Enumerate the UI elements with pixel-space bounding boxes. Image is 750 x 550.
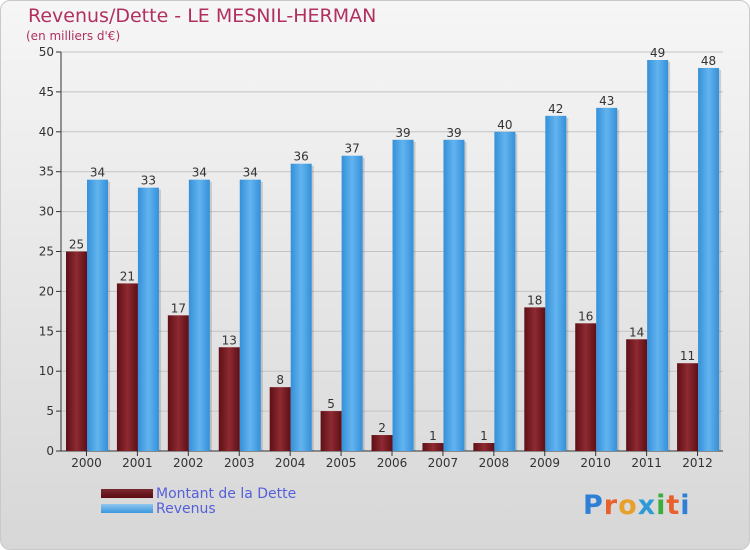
y-tick-label: 25 bbox=[39, 245, 54, 259]
data-label-dette: 2 bbox=[378, 421, 386, 435]
data-label-dette: 21 bbox=[120, 269, 135, 283]
x-tick-label: 2011 bbox=[631, 456, 662, 470]
data-label-revenus: 39 bbox=[395, 126, 410, 140]
x-tick-label: 2003 bbox=[224, 456, 255, 470]
bar-revenus bbox=[188, 179, 210, 451]
data-label-revenus: 40 bbox=[497, 118, 512, 132]
x-tick-label: 2009 bbox=[529, 456, 560, 470]
x-tick-label: 2008 bbox=[479, 456, 510, 470]
proxiti-logo: Proxiti bbox=[583, 490, 691, 521]
bar-revenus bbox=[87, 179, 108, 451]
bar-revenus bbox=[341, 155, 363, 452]
data-label-dette: 5 bbox=[327, 397, 335, 411]
logo-letter: i bbox=[656, 490, 667, 521]
bar-dette bbox=[524, 307, 546, 451]
bar-dette bbox=[269, 387, 291, 451]
chart-subtitle: (en milliers d'€) bbox=[26, 29, 121, 43]
y-tick-label: 30 bbox=[39, 205, 54, 219]
data-label-revenus: 34 bbox=[243, 166, 258, 180]
legend-swatch-dette bbox=[101, 489, 153, 498]
data-label-revenus: 48 bbox=[701, 54, 716, 68]
legend-label-revenus: Revenus bbox=[156, 501, 216, 517]
y-tick-label: 50 bbox=[39, 45, 54, 59]
logo-letter: P bbox=[583, 490, 604, 521]
legend-label-dette: Montant de la Dette bbox=[156, 486, 297, 502]
y-tick-label: 20 bbox=[39, 284, 54, 298]
bar-dette bbox=[575, 323, 597, 451]
y-tick-label: 15 bbox=[39, 324, 54, 338]
chart-title: Revenus/Dette - LE MESNIL-HERMAN bbox=[28, 5, 377, 27]
data-label-revenus: 49 bbox=[650, 46, 665, 60]
data-label-dette: 13 bbox=[222, 333, 237, 347]
bar-dette bbox=[167, 315, 189, 451]
y-tick-label: 0 bbox=[46, 444, 54, 458]
bar-dette bbox=[422, 443, 444, 451]
data-label-revenus: 33 bbox=[141, 174, 156, 188]
data-label-dette: 17 bbox=[171, 301, 186, 315]
bar-revenus bbox=[545, 115, 567, 451]
data-label-dette: 25 bbox=[69, 238, 84, 252]
x-tick-label: 2001 bbox=[122, 456, 153, 470]
logo-letter: t bbox=[666, 490, 681, 521]
legend-swatch-revenus bbox=[101, 504, 153, 513]
data-label-dette: 18 bbox=[527, 293, 542, 307]
y-tick-label: 40 bbox=[39, 125, 54, 139]
data-label-dette: 16 bbox=[578, 309, 593, 323]
bar-revenus bbox=[698, 67, 720, 452]
bar-revenus bbox=[392, 139, 414, 451]
data-label-revenus: 37 bbox=[344, 142, 359, 156]
data-label-revenus: 36 bbox=[294, 150, 309, 164]
bar-revenus bbox=[494, 131, 516, 452]
bar-dette bbox=[371, 435, 393, 451]
bar-dette bbox=[66, 251, 87, 451]
data-label-revenus: 42 bbox=[548, 102, 563, 116]
bar-dette bbox=[218, 347, 240, 451]
data-label-revenus: 34 bbox=[192, 166, 207, 180]
bar-revenus bbox=[443, 139, 465, 451]
x-tick-label: 2006 bbox=[377, 456, 408, 470]
x-tick-label: 2007 bbox=[428, 456, 459, 470]
x-tick-label: 2012 bbox=[682, 456, 713, 470]
x-tick-label: 2000 bbox=[71, 456, 102, 470]
bar-revenus bbox=[137, 187, 159, 451]
data-label-dette: 1 bbox=[480, 429, 488, 443]
data-label-dette: 1 bbox=[429, 429, 437, 443]
data-label-dette: 8 bbox=[276, 373, 284, 387]
y-tick-label: 45 bbox=[39, 85, 54, 99]
bar-revenus bbox=[290, 163, 312, 451]
bar-dette bbox=[116, 283, 138, 451]
y-tick-label: 10 bbox=[39, 364, 54, 378]
x-tick-label: 2005 bbox=[326, 456, 357, 470]
logo-letter: o bbox=[618, 490, 638, 521]
y-tick-label: 5 bbox=[46, 404, 54, 418]
x-tick-label: 2004 bbox=[275, 456, 306, 470]
data-label-dette: 11 bbox=[680, 349, 695, 363]
bar-dette bbox=[320, 411, 342, 451]
bar-dette bbox=[626, 339, 648, 451]
logo-letter: i bbox=[680, 490, 691, 521]
y-tick-label: 35 bbox=[39, 165, 54, 179]
data-label-revenus: 34 bbox=[90, 166, 105, 180]
x-tick-label: 2010 bbox=[580, 456, 611, 470]
data-label-revenus: 43 bbox=[599, 94, 614, 108]
data-label-revenus: 39 bbox=[446, 126, 461, 140]
bar-dette bbox=[473, 443, 495, 451]
x-tick-label: 2002 bbox=[173, 456, 204, 470]
bar-revenus bbox=[239, 179, 261, 451]
bar-revenus bbox=[596, 107, 618, 452]
bar-dette bbox=[677, 363, 699, 451]
logo-letter: x bbox=[637, 490, 657, 521]
data-label-dette: 14 bbox=[629, 325, 644, 339]
logo-letter: r bbox=[603, 490, 619, 521]
bar-revenus bbox=[647, 59, 669, 451]
